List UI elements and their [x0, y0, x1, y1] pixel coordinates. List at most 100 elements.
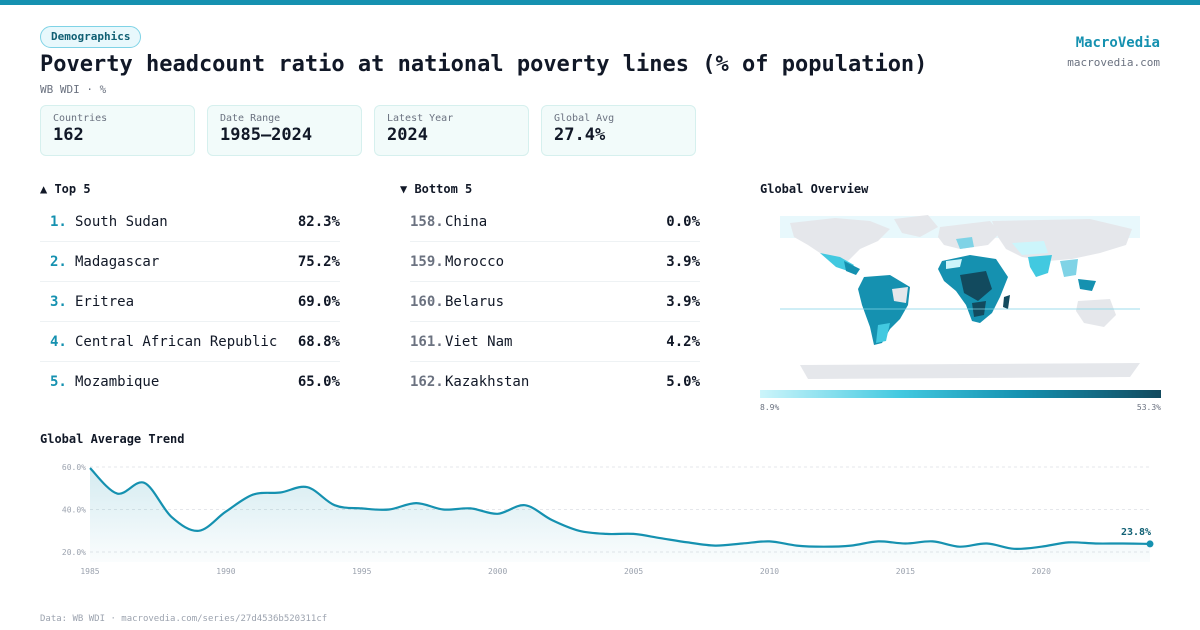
map-australia [1076, 299, 1116, 327]
stat-value: 162 [53, 125, 84, 145]
x-tick-label: 1990 [216, 567, 235, 576]
list-item[interactable]: 158. China 0.0% [410, 202, 700, 242]
trend-end-label: 23.8% [1121, 527, 1151, 538]
stat-value: 27.4% [554, 125, 606, 145]
top5-heading: ▲ Top 5 [40, 182, 91, 196]
stat-label: Countries [53, 113, 108, 124]
map-north-america [790, 218, 890, 263]
map-asia [992, 219, 1132, 261]
rank-number: 159. [410, 253, 444, 270]
list-item[interactable]: 1. South Sudan 82.3% [40, 202, 340, 242]
map-legend-max: 53.3% [1136, 403, 1161, 412]
map-north-africa [946, 259, 962, 269]
stat-card-global-avg: Global Avg 27.4% [541, 105, 696, 156]
country-value: 4.2% [666, 333, 700, 350]
map-legend-min: 8.9% [760, 403, 780, 412]
rank-number: 1. [50, 213, 67, 230]
x-tick-label: 2020 [1032, 567, 1051, 576]
country-value: 69.0% [297, 293, 340, 310]
rank-number: 5. [50, 374, 67, 390]
x-tick-label: 2000 [488, 567, 507, 576]
country-name: Mozambique [75, 374, 160, 390]
trend-chart[interactable]: 60.0% 40.0% 20.0% 1985 1990 1995 2000 2005 2010… [40, 455, 1170, 580]
page-subtitle: WB WDI · % [40, 83, 107, 96]
list-item[interactable]: 2. Madagascar 75.2% [40, 242, 340, 282]
x-tick-label: 2015 [896, 567, 915, 576]
trend-area [90, 468, 1150, 562]
country-value: 5.0% [666, 374, 700, 390]
list-item[interactable]: 5. Mozambique 65.0% [40, 362, 340, 402]
category-tag: Demographics [40, 26, 142, 48]
list-item[interactable]: 161. Viet Nam 4.2% [410, 322, 700, 362]
country-name: Eritrea [75, 293, 135, 310]
map-indonesia [1078, 279, 1096, 291]
bottom5-heading: ▼ Bottom 5 [400, 182, 473, 196]
rank-number: 2. [50, 253, 67, 270]
x-tick-label: 1985 [80, 567, 99, 576]
list-item[interactable]: 162. Kazakhstan 5.0% [410, 362, 700, 402]
trend-end-point[interactable] [1146, 540, 1154, 548]
country-value: 0.0% [666, 213, 700, 230]
rank-number: 3. [50, 293, 67, 310]
map-antarctica [800, 363, 1140, 379]
country-value: 82.3% [297, 213, 340, 230]
y-tick-label: 40.0% [62, 506, 86, 515]
trend-y-ticks: 60.0% 40.0% 20.0% [62, 463, 86, 557]
trend-x-ticks: 1985 1990 1995 2000 2005 2010 2015 2020 [80, 567, 1051, 576]
country-value: 3.9% [666, 293, 700, 310]
x-tick-label: 1995 [352, 567, 371, 576]
list-item[interactable]: 160. Belarus 3.9% [410, 282, 700, 322]
rank-number: 4. [50, 333, 67, 350]
map-southeast-asia [1060, 259, 1078, 277]
country-name: South Sudan [75, 213, 168, 230]
world-map[interactable] [760, 205, 1161, 383]
top5-list: 1. South Sudan 82.3% 2. Madagascar 75.2%… [40, 202, 340, 402]
map-south-asia [1028, 255, 1052, 277]
x-tick-label: 2010 [760, 567, 779, 576]
country-value: 3.9% [666, 253, 700, 270]
map-legend-gradient [760, 390, 1161, 398]
rank-number: 161. [410, 333, 444, 350]
map-madagascar [1003, 295, 1010, 309]
map-brazil [892, 287, 908, 303]
trend-series-line [89, 467, 1151, 550]
stat-card-latest-year: Latest Year 2024 [374, 105, 529, 156]
y-tick-label: 60.0% [62, 463, 86, 472]
rank-number: 160. [410, 293, 444, 310]
country-value: 75.2% [297, 253, 340, 270]
top-accent-bar [0, 0, 1200, 5]
stat-value: 2024 [387, 125, 428, 145]
list-item[interactable]: 3. Eritrea 69.0% [40, 282, 340, 322]
stat-label: Global Avg [554, 113, 615, 124]
country-name: Central African Republic [75, 333, 278, 350]
rank-number: 162. [410, 374, 444, 390]
x-tick-label: 2005 [624, 567, 643, 576]
bottom5-list: 158. China 0.0% 159. Morocco 3.9% 160. B… [410, 202, 700, 402]
map-africa-central [960, 271, 992, 301]
map-europe-east [956, 237, 974, 249]
country-name: Morocco [445, 253, 505, 270]
map-greenland [894, 215, 938, 237]
footer-source: Data: WB WDI · macrovedia.com/series/27d… [40, 614, 328, 624]
map-heading: Global Overview [760, 182, 869, 196]
stat-card-countries: Countries 162 [40, 105, 195, 156]
stat-label: Latest Year [387, 113, 454, 124]
brand-name[interactable]: MacroVedia [1075, 35, 1160, 51]
country-value: 68.8% [297, 333, 340, 350]
country-name: Kazakhstan [445, 374, 530, 390]
country-name: Madagascar [75, 253, 160, 270]
y-tick-label: 20.0% [62, 548, 86, 557]
list-item[interactable]: 4. Central African Republic 68.8% [40, 322, 340, 362]
brand-url[interactable]: macrovedia.com [1067, 56, 1160, 69]
country-name: China [445, 213, 488, 230]
country-value: 65.0% [297, 374, 340, 390]
stat-card-date-range: Date Range 1985–2024 [207, 105, 362, 156]
map-central-asia [1012, 241, 1048, 255]
map-central-america-south [844, 261, 860, 275]
map-south-america-south [876, 323, 890, 343]
page-title: Poverty headcount ratio at national pove… [40, 52, 928, 77]
map-europe [938, 221, 1000, 249]
list-item[interactable]: 159. Morocco 3.9% [410, 242, 700, 282]
country-name: Belarus [445, 293, 505, 310]
rank-number: 158. [410, 213, 444, 230]
